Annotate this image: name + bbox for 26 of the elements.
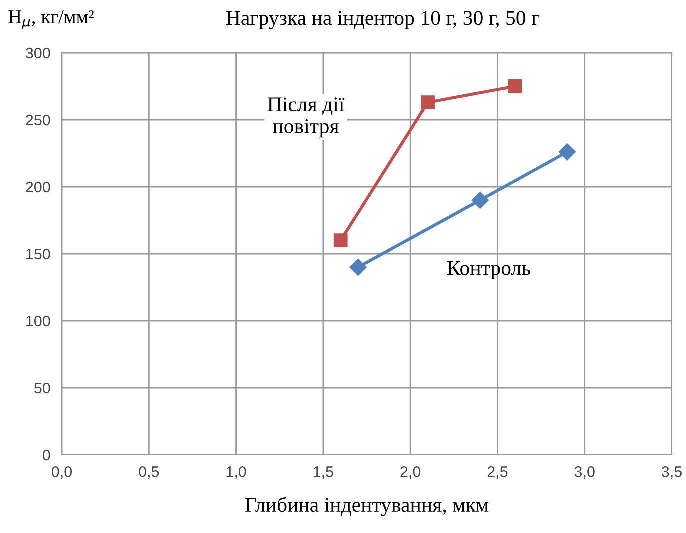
y-tick-label: 0 [42,450,50,461]
point [508,80,522,94]
x-tick-label: 0,0 [52,466,72,480]
y-tick-label: 150 [26,248,50,260]
x-tick-label: 0,5 [139,466,160,480]
x-tick-label: 2,5 [488,466,508,480]
point [334,234,348,248]
y-tick-label: 300 [26,48,50,59]
x-tick-label: 2,0 [400,466,421,480]
y-tick-label: 250 [26,114,50,126]
x-tick-label: 1,0 [226,466,246,480]
x-tick-label: 1,5 [314,466,334,480]
point [350,258,367,276]
point [472,192,489,209]
y-tick-label: 50 [34,382,50,394]
chart-title: Нагрузка на індентор 10 г, 30 г, 50 г [226,11,540,30]
series-label: Контроль [447,261,530,280]
point [558,144,576,161]
y-tick-label: 100 [26,316,50,327]
point [421,96,435,110]
x-tick-label: 3,5 [662,466,682,480]
x-tick-label: 3,0 [574,466,595,480]
y-tick-label: 200 [26,182,50,193]
text: Після дії повітря [268,98,345,138]
x-axis-title: Глибина індентування, мкм [246,497,489,516]
y-axis-title: H$_{μ}$, кг/мм² [8,10,94,30]
